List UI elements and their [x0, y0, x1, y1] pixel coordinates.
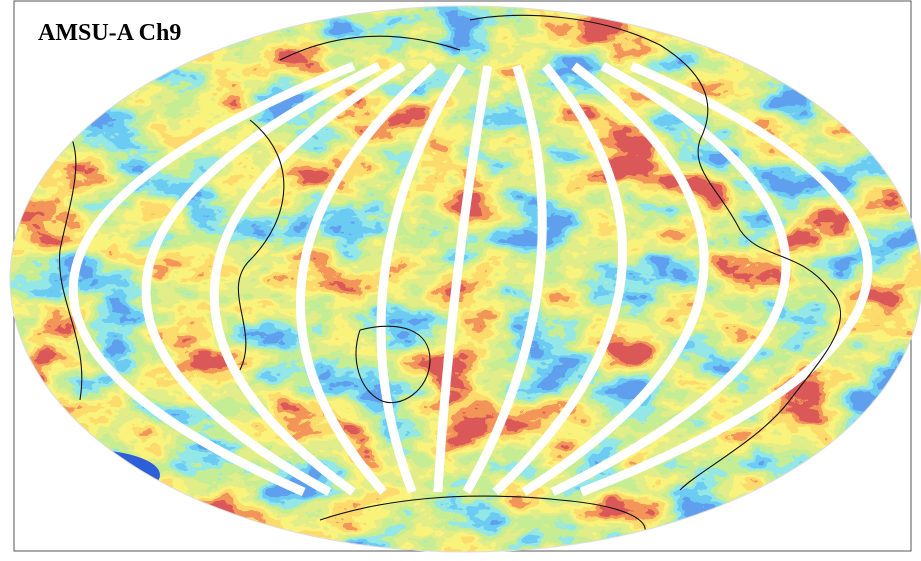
globe: [10, 6, 921, 552]
coastline: [469, 14, 842, 491]
globe-outline: [9, 5, 921, 553]
swath-gap: [295, 62, 437, 495]
coastline: [237, 119, 285, 371]
swath-gap: [68, 61, 356, 497]
brightness-field: [10, 6, 921, 552]
coastlines: [58, 14, 842, 541]
coastline: [355, 325, 431, 404]
swath-gap: [141, 61, 382, 496]
swath-gap: [550, 62, 791, 497]
swath-gap: [433, 65, 493, 493]
swath-gap: [462, 64, 547, 495]
swath-gap: [376, 63, 467, 494]
swath-gap: [579, 61, 873, 497]
coastline: [319, 495, 646, 541]
swath-gap: [521, 62, 709, 496]
swath-gaps: [68, 61, 873, 497]
map-title: AMSU-A Ch9: [38, 20, 181, 46]
swath-gap: [209, 62, 406, 496]
coastline: [58, 119, 83, 401]
coastline: [279, 35, 461, 61]
swath-gap: [492, 63, 627, 496]
